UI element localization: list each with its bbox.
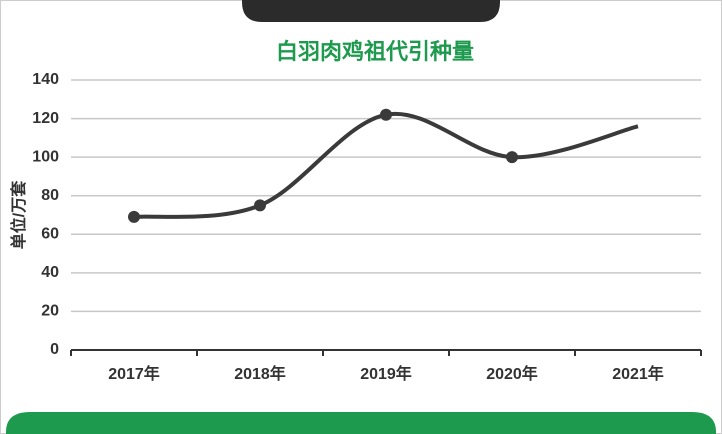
x-tick-label: 2019年 [360,364,412,383]
y-tick-label: 100 [32,148,59,165]
point [506,151,518,164]
y-tick-label: 40 [41,264,59,281]
point [128,210,140,223]
top-tab [242,0,500,22]
y-tick-label: 0 [50,341,59,358]
chart-title: 白羽肉鸡祖代引种量 [276,39,474,64]
y-axis-label: 单位/万套 [9,180,28,249]
x-tick-label: 2021年 [612,364,664,383]
point [380,108,392,121]
y-tick-label: 120 [32,110,59,127]
x-tick-label: 2020年 [486,364,538,383]
point [254,199,266,212]
x-tick-label: 2018年 [234,364,286,383]
bottom-band [6,412,716,434]
y-tick-label: 20 [41,303,59,320]
y-tick-label: 60 [41,226,59,243]
x-tick-label: 2017年 [108,364,160,383]
y-tick-label: 80 [41,187,59,204]
y-tick-label: 140 [32,71,59,88]
